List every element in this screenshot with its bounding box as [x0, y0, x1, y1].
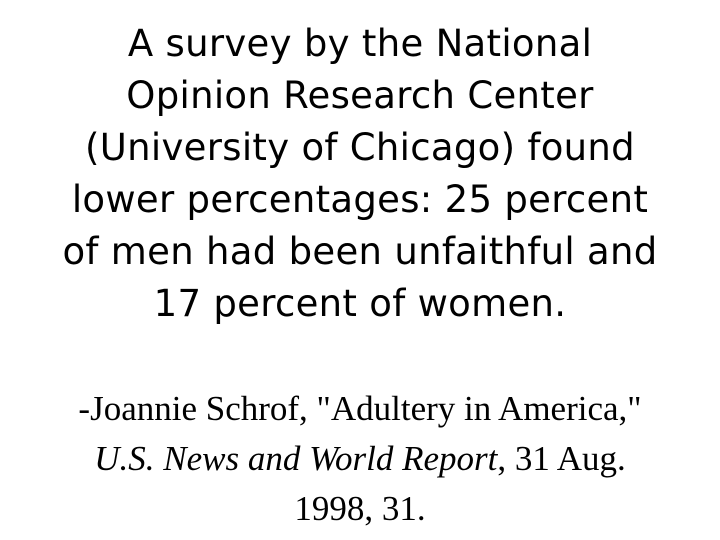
quote-line: 17 percent of women. [153, 282, 567, 325]
author-title: -Joannie Schrof, "Adultery in America," [78, 389, 642, 428]
citation-line: U.S. News and World Report, 31 Aug. [0, 434, 720, 484]
quote: A survey by the National Opinion Research… [0, 18, 720, 330]
quote-line: lower percentages: 25 percent [71, 178, 649, 221]
citation: -Joannie Schrof, "Adultery in America," … [0, 384, 720, 534]
quote-line: A survey by the National [127, 22, 593, 65]
citation-line: 1998, 31. [0, 484, 720, 534]
quote-line: Opinion Research Center [126, 74, 594, 117]
publication: U.S. News and World Report [94, 439, 498, 478]
quote-line: (University of Chicago) found [85, 126, 635, 169]
citation-line: -Joannie Schrof, "Adultery in America," [0, 384, 720, 434]
publication-date: , 31 Aug. [497, 439, 626, 478]
quote-line: of men had been unfaithful and [62, 230, 658, 273]
date-page: 1998, 31. [294, 489, 426, 528]
